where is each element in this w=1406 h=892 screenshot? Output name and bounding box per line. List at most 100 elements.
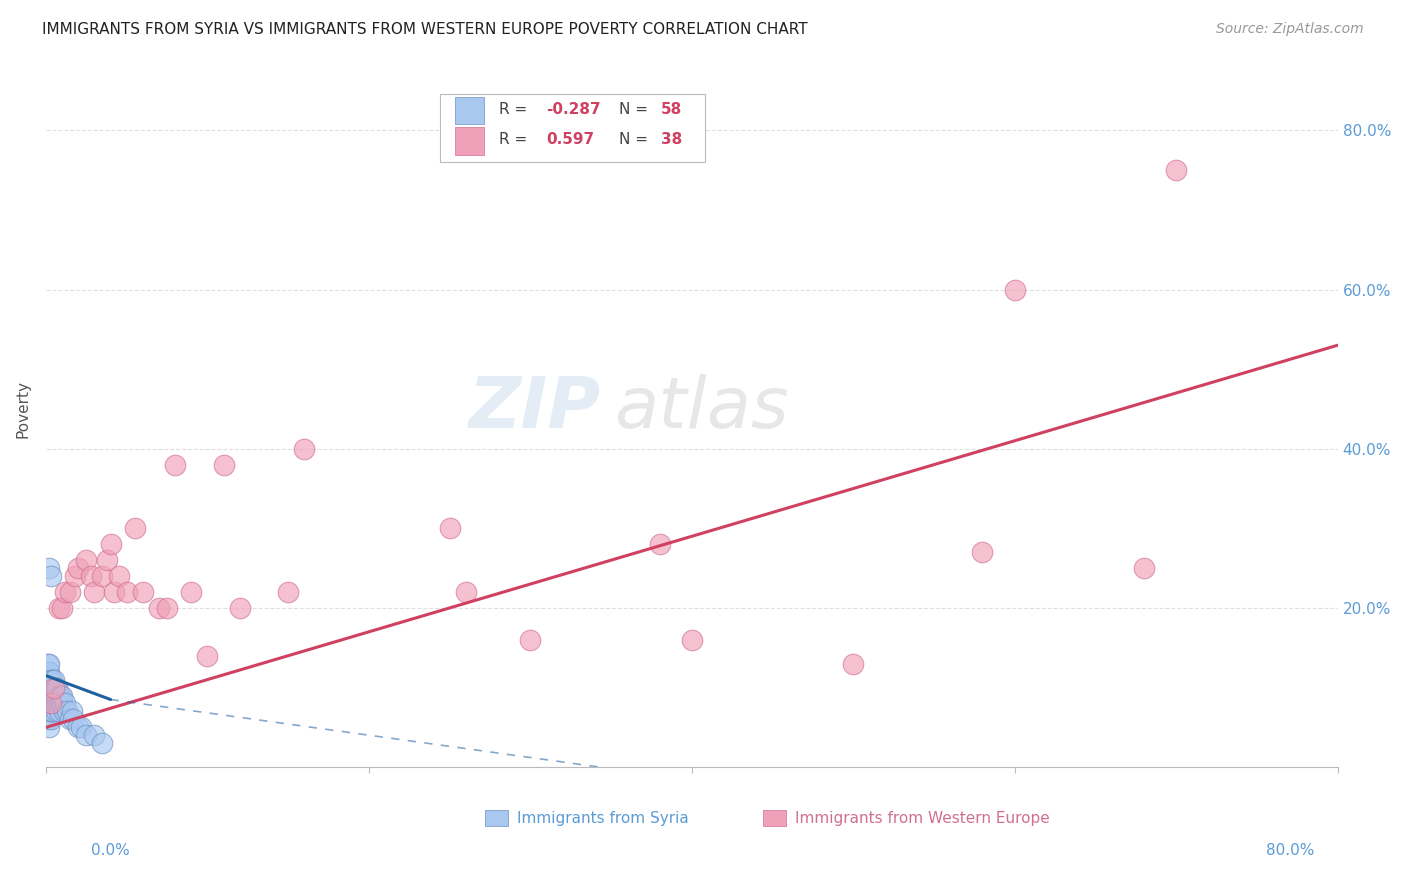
Point [42,681,65,695]
Point [41,689,63,703]
Point [100,537,122,551]
Point [42,681,65,695]
Point [37,712,59,726]
Point [165,458,187,472]
Y-axis label: Poverty: Poverty [15,380,30,438]
Point [38,689,60,703]
Point [292,442,315,456]
Point [38,665,60,679]
Point [46,681,69,695]
FancyBboxPatch shape [456,128,484,154]
Point [37,665,59,679]
Point [38,681,60,695]
Point [38,673,60,687]
Point [37,681,59,695]
FancyBboxPatch shape [456,97,484,125]
Text: R =: R = [499,132,533,147]
Point [212,458,235,472]
Point [148,601,170,615]
Point [45,689,67,703]
Point [63,569,86,583]
Point [124,521,146,535]
Point [39,673,62,687]
Point [45,705,67,719]
Point [454,585,477,599]
Point [1166,163,1188,178]
Point [49,697,72,711]
Text: atlas: atlas [614,375,789,443]
Text: N =: N = [620,132,654,147]
Point [52,705,75,719]
Point [39,697,62,711]
Point [103,585,125,599]
Point [41,681,63,695]
Point [42,689,65,703]
Point [277,585,299,599]
Point [53,697,76,711]
Point [37,705,59,719]
Point [39,689,62,703]
Point [45,697,67,711]
FancyBboxPatch shape [440,94,704,161]
Point [38,720,60,734]
Point [59,585,82,599]
Text: Immigrants from Western Europe: Immigrants from Western Europe [796,811,1050,825]
Point [41,673,63,687]
Point [48,689,70,703]
Point [59,712,82,726]
Point [62,712,84,726]
FancyBboxPatch shape [485,810,509,826]
Point [96,553,118,567]
Point [519,632,541,647]
Point [37,673,59,687]
Point [67,720,90,734]
Point [37,697,59,711]
Text: 38: 38 [661,132,682,147]
Point [228,601,250,615]
Point [38,697,60,711]
Point [48,705,70,719]
Point [46,689,69,703]
Point [37,657,59,671]
Point [49,689,72,703]
Point [39,569,62,583]
Point [80,569,103,583]
Point [42,673,65,687]
Point [75,553,97,567]
Point [45,681,67,695]
FancyBboxPatch shape [763,810,786,826]
Point [70,720,93,734]
Text: 0.597: 0.597 [546,132,593,147]
Point [197,648,219,663]
Point [39,681,62,695]
Text: Source: ZipAtlas.com: Source: ZipAtlas.com [1216,22,1364,37]
Point [39,697,62,711]
Point [439,521,461,535]
Point [37,689,59,703]
Point [46,697,69,711]
Point [972,545,994,559]
Point [83,728,105,742]
Point [156,601,179,615]
Point [38,705,60,719]
Point [56,705,79,719]
Point [83,585,105,599]
Point [681,632,703,647]
Point [115,585,138,599]
Point [41,697,63,711]
Point [51,689,73,703]
Point [842,657,865,671]
Point [51,601,73,615]
Point [48,697,70,711]
Point [60,705,83,719]
Point [648,537,671,551]
Text: 80.0%: 80.0% [1267,843,1315,858]
Text: 0.0%: 0.0% [91,843,131,858]
Point [91,736,114,750]
Point [107,569,129,583]
Point [132,585,155,599]
Point [1133,561,1156,575]
Point [48,601,70,615]
Text: R =: R = [499,102,533,117]
Point [1004,283,1026,297]
